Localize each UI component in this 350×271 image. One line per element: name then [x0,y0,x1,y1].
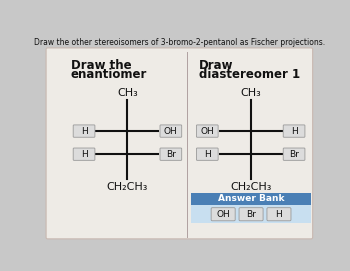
Text: CH₂CH₃: CH₂CH₃ [230,182,271,192]
Text: diastereomer 1: diastereomer 1 [199,68,300,81]
Text: Draw the other stereoisomers of 3-bromo-2-pentanol as Fischer projections.: Draw the other stereoisomers of 3-bromo-… [34,38,325,47]
FancyBboxPatch shape [191,205,311,224]
FancyBboxPatch shape [239,208,263,221]
Text: H: H [291,127,298,136]
Text: Br: Br [166,150,176,159]
FancyBboxPatch shape [46,48,313,239]
FancyBboxPatch shape [73,125,95,137]
FancyBboxPatch shape [211,208,235,221]
Text: enantiomer: enantiomer [71,68,147,81]
FancyBboxPatch shape [267,208,291,221]
Text: Answer Bank: Answer Bank [218,194,284,203]
Text: H: H [204,150,211,159]
FancyBboxPatch shape [191,193,311,205]
FancyBboxPatch shape [196,125,218,137]
Text: Br: Br [289,150,299,159]
Text: H: H [275,210,282,219]
Text: CH₃: CH₃ [117,88,138,98]
FancyBboxPatch shape [73,148,95,160]
Text: OH: OH [201,127,214,136]
Text: OH: OH [164,127,178,136]
FancyBboxPatch shape [283,125,305,137]
Text: Draw: Draw [199,59,233,72]
Text: Br: Br [246,210,256,219]
Text: Draw the: Draw the [71,59,132,72]
Text: CH₃: CH₃ [240,88,261,98]
FancyBboxPatch shape [283,148,305,160]
FancyBboxPatch shape [160,148,182,160]
Text: H: H [81,150,88,159]
Text: H: H [81,127,88,136]
FancyBboxPatch shape [196,148,218,160]
FancyBboxPatch shape [160,125,182,137]
Text: CH₂CH₃: CH₂CH₃ [107,182,148,192]
Text: OH: OH [216,210,230,219]
